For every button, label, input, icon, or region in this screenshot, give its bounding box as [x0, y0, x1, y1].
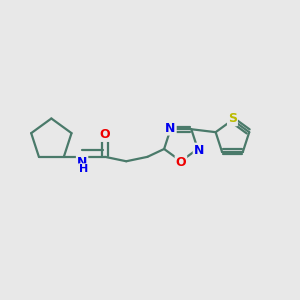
- Text: N: N: [194, 144, 204, 157]
- Text: N: N: [77, 156, 87, 169]
- Text: S: S: [228, 112, 237, 125]
- Text: N: N: [165, 122, 176, 135]
- Text: O: O: [176, 156, 186, 169]
- Text: O: O: [100, 128, 110, 141]
- Text: H: H: [79, 164, 88, 174]
